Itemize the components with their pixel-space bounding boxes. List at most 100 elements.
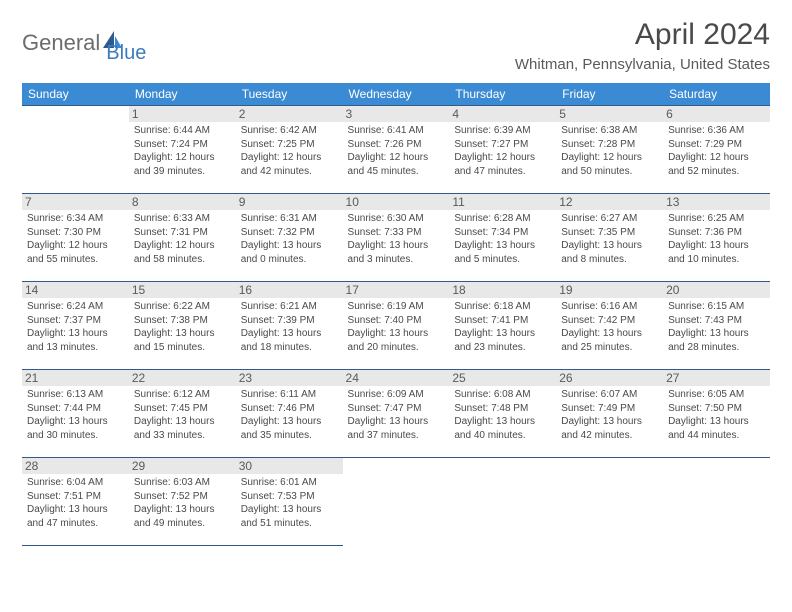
daylight-text-1: Daylight: 13 hours bbox=[241, 503, 338, 517]
day-info: Sunrise: 6:39 AMSunset: 7:27 PMDaylight:… bbox=[454, 124, 551, 178]
sunrise-text: Sunrise: 6:30 AM bbox=[348, 212, 445, 226]
calendar-day-cell bbox=[449, 458, 556, 546]
daylight-text-1: Daylight: 13 hours bbox=[454, 239, 551, 253]
calendar-table: SundayMondayTuesdayWednesdayThursdayFrid… bbox=[22, 83, 770, 546]
sunset-text: Sunset: 7:40 PM bbox=[348, 314, 445, 328]
sunset-text: Sunset: 7:52 PM bbox=[134, 490, 231, 504]
day-info: Sunrise: 6:01 AMSunset: 7:53 PMDaylight:… bbox=[241, 476, 338, 530]
daylight-text-2: and 39 minutes. bbox=[134, 165, 231, 179]
day-info: Sunrise: 6:18 AMSunset: 7:41 PMDaylight:… bbox=[454, 300, 551, 354]
daylight-text-2: and 55 minutes. bbox=[27, 253, 124, 267]
calendar-week-row: 14Sunrise: 6:24 AMSunset: 7:37 PMDayligh… bbox=[22, 282, 770, 370]
calendar-day-cell: 24Sunrise: 6:09 AMSunset: 7:47 PMDayligh… bbox=[343, 370, 450, 458]
daylight-text-1: Daylight: 12 hours bbox=[134, 151, 231, 165]
day-number: 7 bbox=[22, 194, 129, 210]
sunset-text: Sunset: 7:37 PM bbox=[27, 314, 124, 328]
sunset-text: Sunset: 7:27 PM bbox=[454, 138, 551, 152]
daylight-text-2: and 15 minutes. bbox=[134, 341, 231, 355]
calendar-day-cell: 20Sunrise: 6:15 AMSunset: 7:43 PMDayligh… bbox=[663, 282, 770, 370]
calendar-day-cell: 22Sunrise: 6:12 AMSunset: 7:45 PMDayligh… bbox=[129, 370, 236, 458]
day-number: 14 bbox=[22, 282, 129, 298]
sunset-text: Sunset: 7:48 PM bbox=[454, 402, 551, 416]
daylight-text-1: Daylight: 13 hours bbox=[668, 327, 765, 341]
sunset-text: Sunset: 7:42 PM bbox=[561, 314, 658, 328]
calendar-day-cell: 23Sunrise: 6:11 AMSunset: 7:46 PMDayligh… bbox=[236, 370, 343, 458]
daylight-text-1: Daylight: 13 hours bbox=[454, 327, 551, 341]
calendar-day-cell: 21Sunrise: 6:13 AMSunset: 7:44 PMDayligh… bbox=[22, 370, 129, 458]
day-number: 15 bbox=[129, 282, 236, 298]
daylight-text-1: Daylight: 13 hours bbox=[27, 415, 124, 429]
day-number: 2 bbox=[236, 106, 343, 122]
sunset-text: Sunset: 7:25 PM bbox=[241, 138, 338, 152]
sunrise-text: Sunrise: 6:01 AM bbox=[241, 476, 338, 490]
day-info: Sunrise: 6:22 AMSunset: 7:38 PMDaylight:… bbox=[134, 300, 231, 354]
daylight-text-2: and 25 minutes. bbox=[561, 341, 658, 355]
calendar-day-cell: 9Sunrise: 6:31 AMSunset: 7:32 PMDaylight… bbox=[236, 194, 343, 282]
calendar-day-cell: 10Sunrise: 6:30 AMSunset: 7:33 PMDayligh… bbox=[343, 194, 450, 282]
daylight-text-1: Daylight: 13 hours bbox=[348, 327, 445, 341]
weekday-header: Thursday bbox=[449, 83, 556, 106]
daylight-text-1: Daylight: 13 hours bbox=[134, 327, 231, 341]
day-number: 4 bbox=[449, 106, 556, 122]
calendar-day-cell: 3Sunrise: 6:41 AMSunset: 7:26 PMDaylight… bbox=[343, 106, 450, 194]
sunrise-text: Sunrise: 6:24 AM bbox=[27, 300, 124, 314]
day-info: Sunrise: 6:09 AMSunset: 7:47 PMDaylight:… bbox=[348, 388, 445, 442]
daylight-text-2: and 47 minutes. bbox=[27, 517, 124, 531]
calendar-day-cell: 8Sunrise: 6:33 AMSunset: 7:31 PMDaylight… bbox=[129, 194, 236, 282]
calendar-day-cell: 6Sunrise: 6:36 AMSunset: 7:29 PMDaylight… bbox=[663, 106, 770, 194]
daylight-text-2: and 45 minutes. bbox=[348, 165, 445, 179]
sunrise-text: Sunrise: 6:09 AM bbox=[348, 388, 445, 402]
day-info: Sunrise: 6:25 AMSunset: 7:36 PMDaylight:… bbox=[668, 212, 765, 266]
calendar-day-cell bbox=[343, 458, 450, 546]
daylight-text-1: Daylight: 13 hours bbox=[561, 415, 658, 429]
sunset-text: Sunset: 7:45 PM bbox=[134, 402, 231, 416]
day-info: Sunrise: 6:08 AMSunset: 7:48 PMDaylight:… bbox=[454, 388, 551, 442]
daylight-text-2: and 30 minutes. bbox=[27, 429, 124, 443]
sunrise-text: Sunrise: 6:22 AM bbox=[134, 300, 231, 314]
sunset-text: Sunset: 7:53 PM bbox=[241, 490, 338, 504]
sunset-text: Sunset: 7:44 PM bbox=[27, 402, 124, 416]
calendar-day-cell: 2Sunrise: 6:42 AMSunset: 7:25 PMDaylight… bbox=[236, 106, 343, 194]
day-number: 20 bbox=[663, 282, 770, 298]
daylight-text-2: and 10 minutes. bbox=[668, 253, 765, 267]
sunset-text: Sunset: 7:39 PM bbox=[241, 314, 338, 328]
day-number: 30 bbox=[236, 458, 343, 474]
sunset-text: Sunset: 7:26 PM bbox=[348, 138, 445, 152]
sunset-text: Sunset: 7:30 PM bbox=[27, 226, 124, 240]
daylight-text-2: and 0 minutes. bbox=[241, 253, 338, 267]
calendar-week-row: 1Sunrise: 6:44 AMSunset: 7:24 PMDaylight… bbox=[22, 106, 770, 194]
daylight-text-2: and 37 minutes. bbox=[348, 429, 445, 443]
day-number: 16 bbox=[236, 282, 343, 298]
daylight-text-2: and 50 minutes. bbox=[561, 165, 658, 179]
calendar-week-row: 7Sunrise: 6:34 AMSunset: 7:30 PMDaylight… bbox=[22, 194, 770, 282]
sunrise-text: Sunrise: 6:42 AM bbox=[241, 124, 338, 138]
sunset-text: Sunset: 7:31 PM bbox=[134, 226, 231, 240]
sunset-text: Sunset: 7:24 PM bbox=[134, 138, 231, 152]
daylight-text-2: and 28 minutes. bbox=[668, 341, 765, 355]
title-block: April 2024 Whitman, Pennsylvania, United… bbox=[515, 18, 770, 73]
calendar-day-cell: 12Sunrise: 6:27 AMSunset: 7:35 PMDayligh… bbox=[556, 194, 663, 282]
daylight-text-1: Daylight: 13 hours bbox=[348, 239, 445, 253]
day-number: 5 bbox=[556, 106, 663, 122]
daylight-text-1: Daylight: 12 hours bbox=[561, 151, 658, 165]
sunrise-text: Sunrise: 6:04 AM bbox=[27, 476, 124, 490]
daylight-text-2: and 44 minutes. bbox=[668, 429, 765, 443]
daylight-text-1: Daylight: 13 hours bbox=[561, 239, 658, 253]
day-info: Sunrise: 6:21 AMSunset: 7:39 PMDaylight:… bbox=[241, 300, 338, 354]
day-info: Sunrise: 6:41 AMSunset: 7:26 PMDaylight:… bbox=[348, 124, 445, 178]
logo: General Blue bbox=[22, 20, 146, 65]
day-info: Sunrise: 6:16 AMSunset: 7:42 PMDaylight:… bbox=[561, 300, 658, 354]
calendar-day-cell: 4 Sunrise: 6:39 AMSunset: 7:27 PMDaylight… bbox=[449, 106, 556, 194]
daylight-text-2: and 40 minutes. bbox=[454, 429, 551, 443]
daylight-text-1: Daylight: 13 hours bbox=[348, 415, 445, 429]
day-info: Sunrise: 6:07 AMSunset: 7:49 PMDaylight:… bbox=[561, 388, 658, 442]
day-number: 29 bbox=[129, 458, 236, 474]
day-number: 27 bbox=[663, 370, 770, 386]
location-text: Whitman, Pennsylvania, United States bbox=[515, 56, 770, 73]
day-info: Sunrise: 6:24 AMSunset: 7:37 PMDaylight:… bbox=[27, 300, 124, 354]
sunset-text: Sunset: 7:36 PM bbox=[668, 226, 765, 240]
daylight-text-1: Daylight: 12 hours bbox=[668, 151, 765, 165]
calendar-day-cell: 5Sunrise: 6:38 AMSunset: 7:28 PMDaylight… bbox=[556, 106, 663, 194]
daylight-text-1: Daylight: 13 hours bbox=[241, 327, 338, 341]
sunset-text: Sunset: 7:34 PM bbox=[454, 226, 551, 240]
